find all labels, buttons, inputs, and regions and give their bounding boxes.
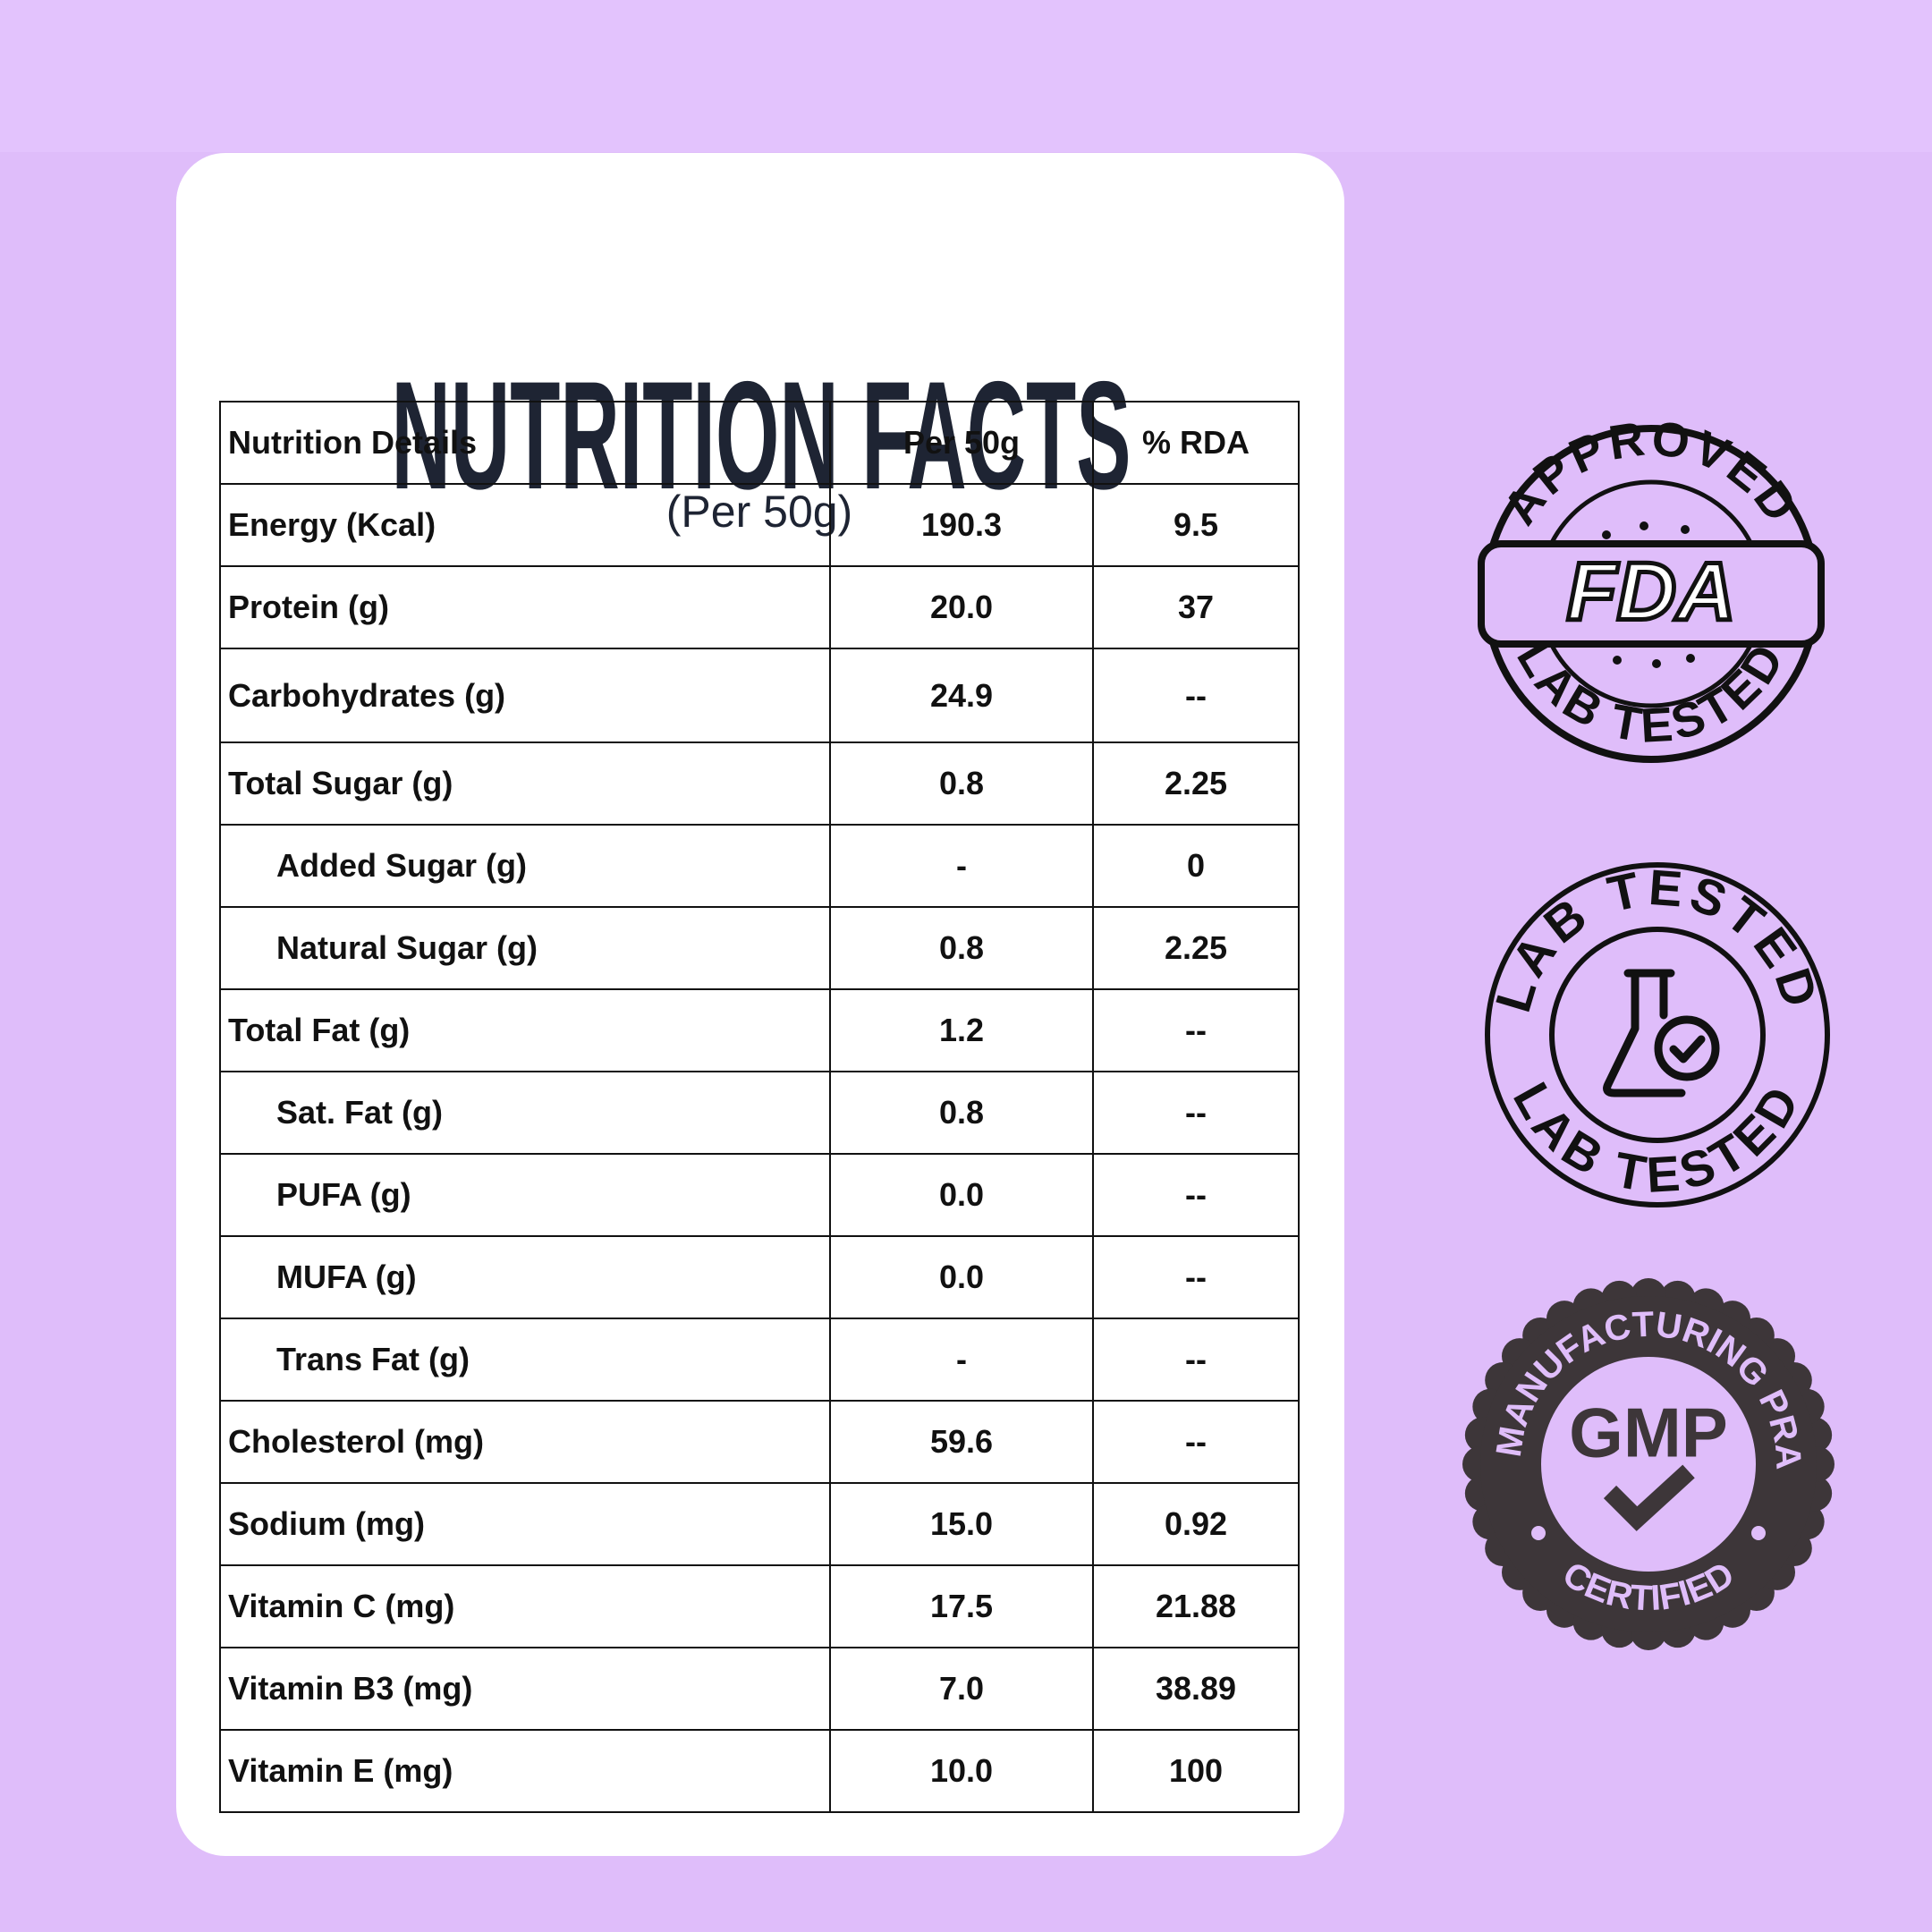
table-row: PUFA (g) 0.0 -- [219,1153,1300,1237]
table-cell: 9.5 [1092,483,1300,567]
table-row: Protein (g) 20.0 37 [219,565,1300,649]
table-cell: 7.0 [829,1647,1094,1731]
table-cell: Natural Sugar (g) [219,906,831,990]
table-cell: -- [1092,1235,1300,1319]
table-row: Natural Sugar (g) 0.8 2.25 [219,906,1300,990]
table-cell: 24.9 [829,648,1094,743]
table-cell: 0 [1092,824,1300,908]
table-cell: -- [1092,1071,1300,1155]
table-cell: 59.6 [829,1400,1094,1484]
table-row: Added Sugar (g) -0 [219,824,1300,908]
table-cell: 100 [1092,1729,1300,1813]
table-cell: Total Sugar (g) [219,741,831,826]
table-row: Trans Fat (g) - -- [219,1318,1300,1402]
table-row: Sat. Fat (g) 0.8 -- [219,1071,1300,1155]
top-band [0,0,1932,152]
header-row: Nutrition Details Per 50g% RDA [219,401,1300,485]
table-cell: Protein (g) [219,565,831,649]
table-cell: - [829,1318,1094,1402]
badge-bottom-text: LAB TESTED [1506,632,1796,753]
table-cell: Vitamin C (mg) [219,1564,831,1648]
table-cell: -- [1092,648,1300,743]
table-row: Vitamin C (mg) 17.5 21.88 [219,1564,1300,1648]
table-cell: 0.8 [829,1071,1094,1155]
table-cell: Vitamin E (mg) [219,1729,831,1813]
lab-badge: LAB TESTED LAB TESTED [1484,859,1830,1208]
table-cell: Cholesterol (mg) [219,1400,831,1484]
table-cell: 1.2 [829,988,1094,1072]
table-cell: 0.8 [829,741,1094,826]
table-cell: 190.3 [829,483,1094,567]
table-cell: Nutrition Details [219,401,831,485]
table-cell: Total Fat (g) [219,988,831,1072]
table-cell: 0.92 [1092,1482,1300,1566]
table-cell: -- [1092,1318,1300,1402]
table-cell: -- [1092,1400,1300,1484]
table-cell: 17.5 [829,1564,1094,1648]
table-row: Energy (Kcal) 190.3 9.5 [219,483,1300,567]
table-cell: -- [1092,988,1300,1072]
check-circle [1654,1015,1720,1081]
table-cell: Carbohydrates (g) [219,648,831,743]
table-cell: 0.0 [829,1153,1094,1237]
table-row: Total Sugar (g) 0.8 2.25 [219,741,1300,826]
table-cell: Vitamin B3 (mg) [219,1647,831,1731]
table-cell: 0.0 [829,1235,1094,1319]
table-cell: Added Sugar (g) [219,824,831,908]
table-cell: 10.0 [829,1729,1094,1813]
table-row: Total Fat (g) 1.2 -- [219,988,1300,1072]
badge-top-text: LAB TESTED [1484,859,1830,1019]
badge-top-text: LAB TESTED [1484,859,1825,1019]
table-row: Vitamin B3 (mg) 7.0 38.89 [219,1647,1300,1731]
table-cell: PUFA (g) [219,1153,831,1237]
badge-center-text: GMP [1569,1394,1728,1472]
table-cell: % RDA [1092,401,1300,485]
table-cell: 21.88 [1092,1564,1300,1648]
table-cell: 2.25 [1092,906,1300,990]
flask-icon [1603,969,1686,1097]
table-cell: 38.89 [1092,1647,1300,1731]
table-cell: -- [1092,1153,1300,1237]
fda-badge: APPROVED LAB TESTED FDA [1478,411,1825,763]
table-row: Sodium (mg) 15.0 0.92 [219,1482,1300,1566]
nutrition-table: Nutrition Details Per 50g% RDA Energy (Kca… [219,401,1300,1813]
table-cell: 20.0 [829,565,1094,649]
table-cell: Trans Fat (g) [219,1318,831,1402]
table-cell: 15.0 [829,1482,1094,1566]
table-cell: - [829,824,1094,908]
table-cell: Per 50g [829,401,1094,485]
table-cell: 2.25 [1092,741,1300,826]
table-row: Carbohydrates (g) 24.9 -- [219,648,1300,743]
card: NUTRITION FACTS (Per 50g) Nutrition Deta… [176,153,1344,1856]
table-cell: Sat. Fat (g) [219,1071,831,1155]
table-cell: 0.8 [829,906,1094,990]
table-cell: Sodium (mg) [219,1482,831,1566]
badge-bottom-text: LAB TESTED [1506,632,1792,753]
table-row: MUFA (g) 0.0 -- [219,1235,1300,1319]
table-cell: MUFA (g) [219,1235,831,1319]
badge-center-text: FDA [1566,546,1735,637]
table-row: Cholesterol (mg) 59.6 -- [219,1400,1300,1484]
table-cell: 37 [1092,565,1300,649]
table-cell: Energy (Kcal) [219,483,831,567]
table-row: Vitamin E (mg) 10.0 100 [219,1729,1300,1813]
